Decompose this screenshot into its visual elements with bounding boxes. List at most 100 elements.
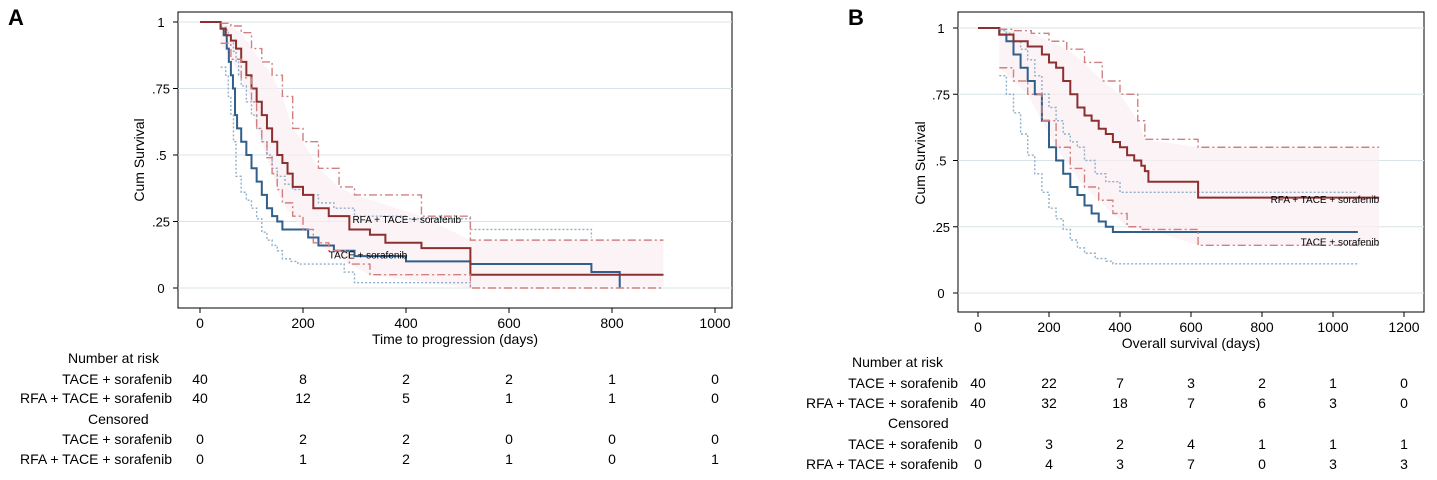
series-line-4 <box>999 28 1380 148</box>
x-tick-label: 1200 <box>1388 319 1419 335</box>
censored-value: 3 <box>1045 436 1053 452</box>
risk-value: 40 <box>192 390 208 406</box>
censored-value: 2 <box>402 431 410 447</box>
y-tick-label: .25 <box>932 220 950 235</box>
censored-row-label: TACE + sorafenib <box>848 436 958 452</box>
censored-value: 1 <box>1258 436 1266 452</box>
risk-value: 0 <box>711 390 719 406</box>
risk-value: 18 <box>1112 395 1128 411</box>
risk-value: 7 <box>1187 395 1195 411</box>
censored-value: 3 <box>1116 456 1124 472</box>
censored-value: 0 <box>711 431 719 447</box>
x-tick-label: 800 <box>600 315 624 331</box>
risk-value: 3 <box>1187 375 1195 391</box>
censored-row-label: RFA + TACE + sorafenib <box>20 451 172 467</box>
y-tick-label: .75 <box>152 82 170 97</box>
risk-value: 40 <box>970 395 986 411</box>
risk-value: 8 <box>299 371 307 387</box>
curve-annotation: RFA + TACE + sorafenib <box>352 215 461 226</box>
censored-value: 1 <box>299 451 307 467</box>
panel-label: A <box>8 5 24 30</box>
risk-value: 40 <box>970 375 986 391</box>
censored-value: 7 <box>1187 456 1195 472</box>
series-line-1 <box>999 29 1358 193</box>
censored-value: 2 <box>299 431 307 447</box>
censored-value: 2 <box>1116 436 1124 452</box>
x-tick-label: 400 <box>1108 319 1132 335</box>
x-tick-label: 1000 <box>699 315 730 331</box>
risk-value: 1 <box>505 390 513 406</box>
risk-table-heading: Number at risk <box>852 354 944 370</box>
curve-annotation: TACE + sorafenib <box>1301 237 1380 248</box>
x-axis-label: Overall survival (days) <box>1122 335 1260 351</box>
series-line-0 <box>200 21 621 288</box>
censored-row-label: TACE + sorafenib <box>62 431 172 447</box>
x-tick-label: 600 <box>1179 319 1203 335</box>
series-line-0 <box>978 27 1358 234</box>
series-line-2 <box>220 66 472 288</box>
censored-value: 0 <box>196 451 204 467</box>
censored-value: 1 <box>505 451 513 467</box>
x-tick-label: 600 <box>497 315 521 331</box>
censored-value: 0 <box>608 431 616 447</box>
censored-row-label: RFA + TACE + sorafenib <box>806 456 958 472</box>
censored-value: 1 <box>711 451 719 467</box>
risk-table: Number at risk TACE + sorafenib 40 8 2 2 1 0 RFA… <box>20 350 719 467</box>
censored-value: 1 <box>1329 436 1337 452</box>
censored-value: 3 <box>1400 456 1408 472</box>
risk-value: 12 <box>295 390 311 406</box>
risk-value: 1 <box>1329 375 1337 391</box>
series-line-5 <box>220 42 664 289</box>
y-tick-label: .5 <box>156 148 167 163</box>
censored-heading: Censored <box>88 411 149 427</box>
x-tick-label: 200 <box>291 315 315 331</box>
risk-value: 6 <box>1258 395 1266 411</box>
censored-value: 0 <box>974 436 982 452</box>
series-line-3 <box>978 27 1380 199</box>
y-tick-label: 1 <box>937 21 944 36</box>
y-tick-label: 1 <box>157 15 164 30</box>
risk-value: 40 <box>192 371 208 387</box>
risk-row-label: TACE + sorafenib <box>848 375 958 391</box>
risk-value: 32 <box>1041 395 1057 411</box>
y-tick-label: 0 <box>937 286 944 301</box>
x-tick-label: 400 <box>394 315 418 331</box>
censored-value: 0 <box>608 451 616 467</box>
panel-label: B <box>848 5 864 30</box>
risk-value: 1 <box>608 371 616 387</box>
x-tick-label: 800 <box>1250 319 1274 335</box>
risk-value: 22 <box>1041 375 1057 391</box>
censored-value: 0 <box>974 456 982 472</box>
risk-value: 0 <box>711 371 719 387</box>
risk-row-label: TACE + sorafenib <box>62 371 172 387</box>
series-line-4 <box>220 22 664 241</box>
censored-value: 4 <box>1045 456 1053 472</box>
x-tick-label: 0 <box>196 315 204 331</box>
risk-value: 1 <box>608 390 616 406</box>
censored-value: 0 <box>505 431 513 447</box>
curve-annotation: RFA + TACE + sorafenib <box>1271 195 1380 206</box>
curve-annotation: TACE + sorafenib <box>329 251 408 262</box>
censored-heading: Censored <box>888 415 949 431</box>
y-axis-label: Cum Survival <box>912 121 928 204</box>
confidence-band <box>999 29 1380 246</box>
risk-value: 2 <box>505 371 513 387</box>
y-tick-label: .75 <box>932 87 950 102</box>
risk-row-label: RFA + TACE + sorafenib <box>20 390 172 406</box>
confidence-band <box>220 23 664 289</box>
risk-table-heading: Number at risk <box>68 350 160 366</box>
censored-value: 0 <box>1258 456 1266 472</box>
censored-value: 0 <box>196 431 204 447</box>
series-line-3 <box>200 21 664 276</box>
risk-value: 5 <box>402 390 410 406</box>
censored-value: 3 <box>1329 456 1337 472</box>
x-tick-label: 200 <box>1037 319 1061 335</box>
censored-value: 1 <box>1400 436 1408 452</box>
x-tick-label: 1000 <box>1317 319 1348 335</box>
series-line-5 <box>999 67 1380 246</box>
series-line-2 <box>999 75 1358 265</box>
y-tick-label: .25 <box>152 215 170 230</box>
